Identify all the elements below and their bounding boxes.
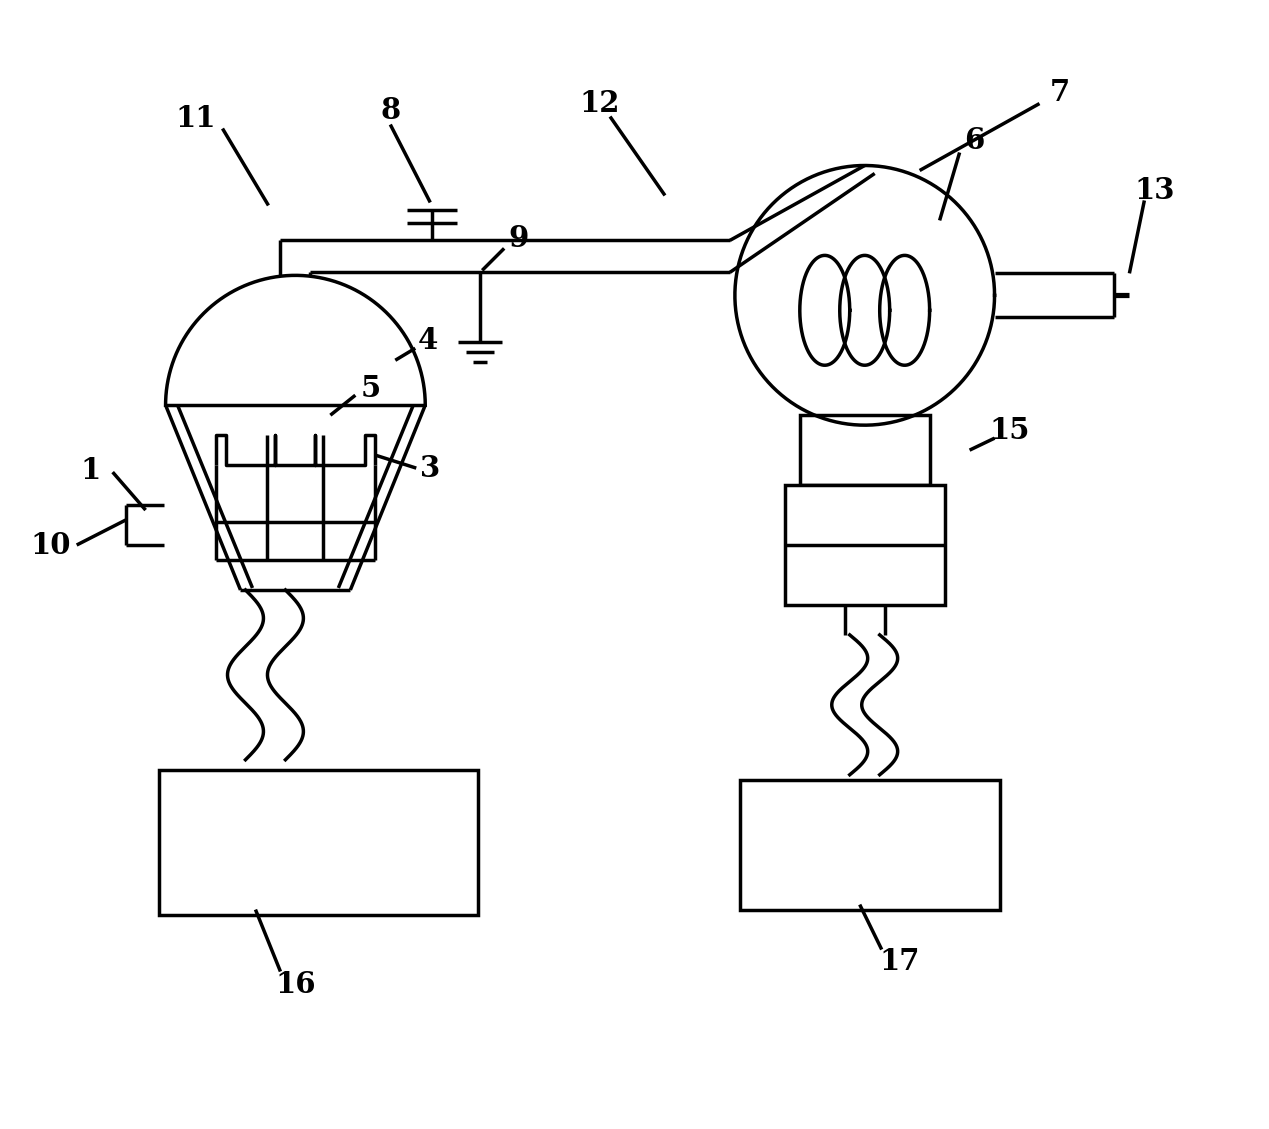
Bar xyxy=(799,415,930,485)
Text: 15: 15 xyxy=(990,415,1029,445)
Text: 11: 11 xyxy=(175,104,216,133)
Text: 16: 16 xyxy=(275,970,316,999)
Text: 9: 9 xyxy=(508,224,528,253)
Text: 17: 17 xyxy=(879,947,920,975)
Text: 12: 12 xyxy=(580,89,621,119)
Text: 3: 3 xyxy=(420,454,440,482)
Bar xyxy=(740,780,1000,910)
Text: 10: 10 xyxy=(30,531,71,560)
Text: 7: 7 xyxy=(1049,78,1070,107)
Text: 6: 6 xyxy=(964,126,985,155)
Text: 4: 4 xyxy=(418,326,439,355)
Bar xyxy=(784,485,944,605)
Text: 8: 8 xyxy=(381,96,401,125)
Text: 13: 13 xyxy=(1134,176,1175,205)
Text: 5: 5 xyxy=(360,374,381,403)
Text: 1: 1 xyxy=(80,456,100,484)
Bar xyxy=(159,770,478,914)
